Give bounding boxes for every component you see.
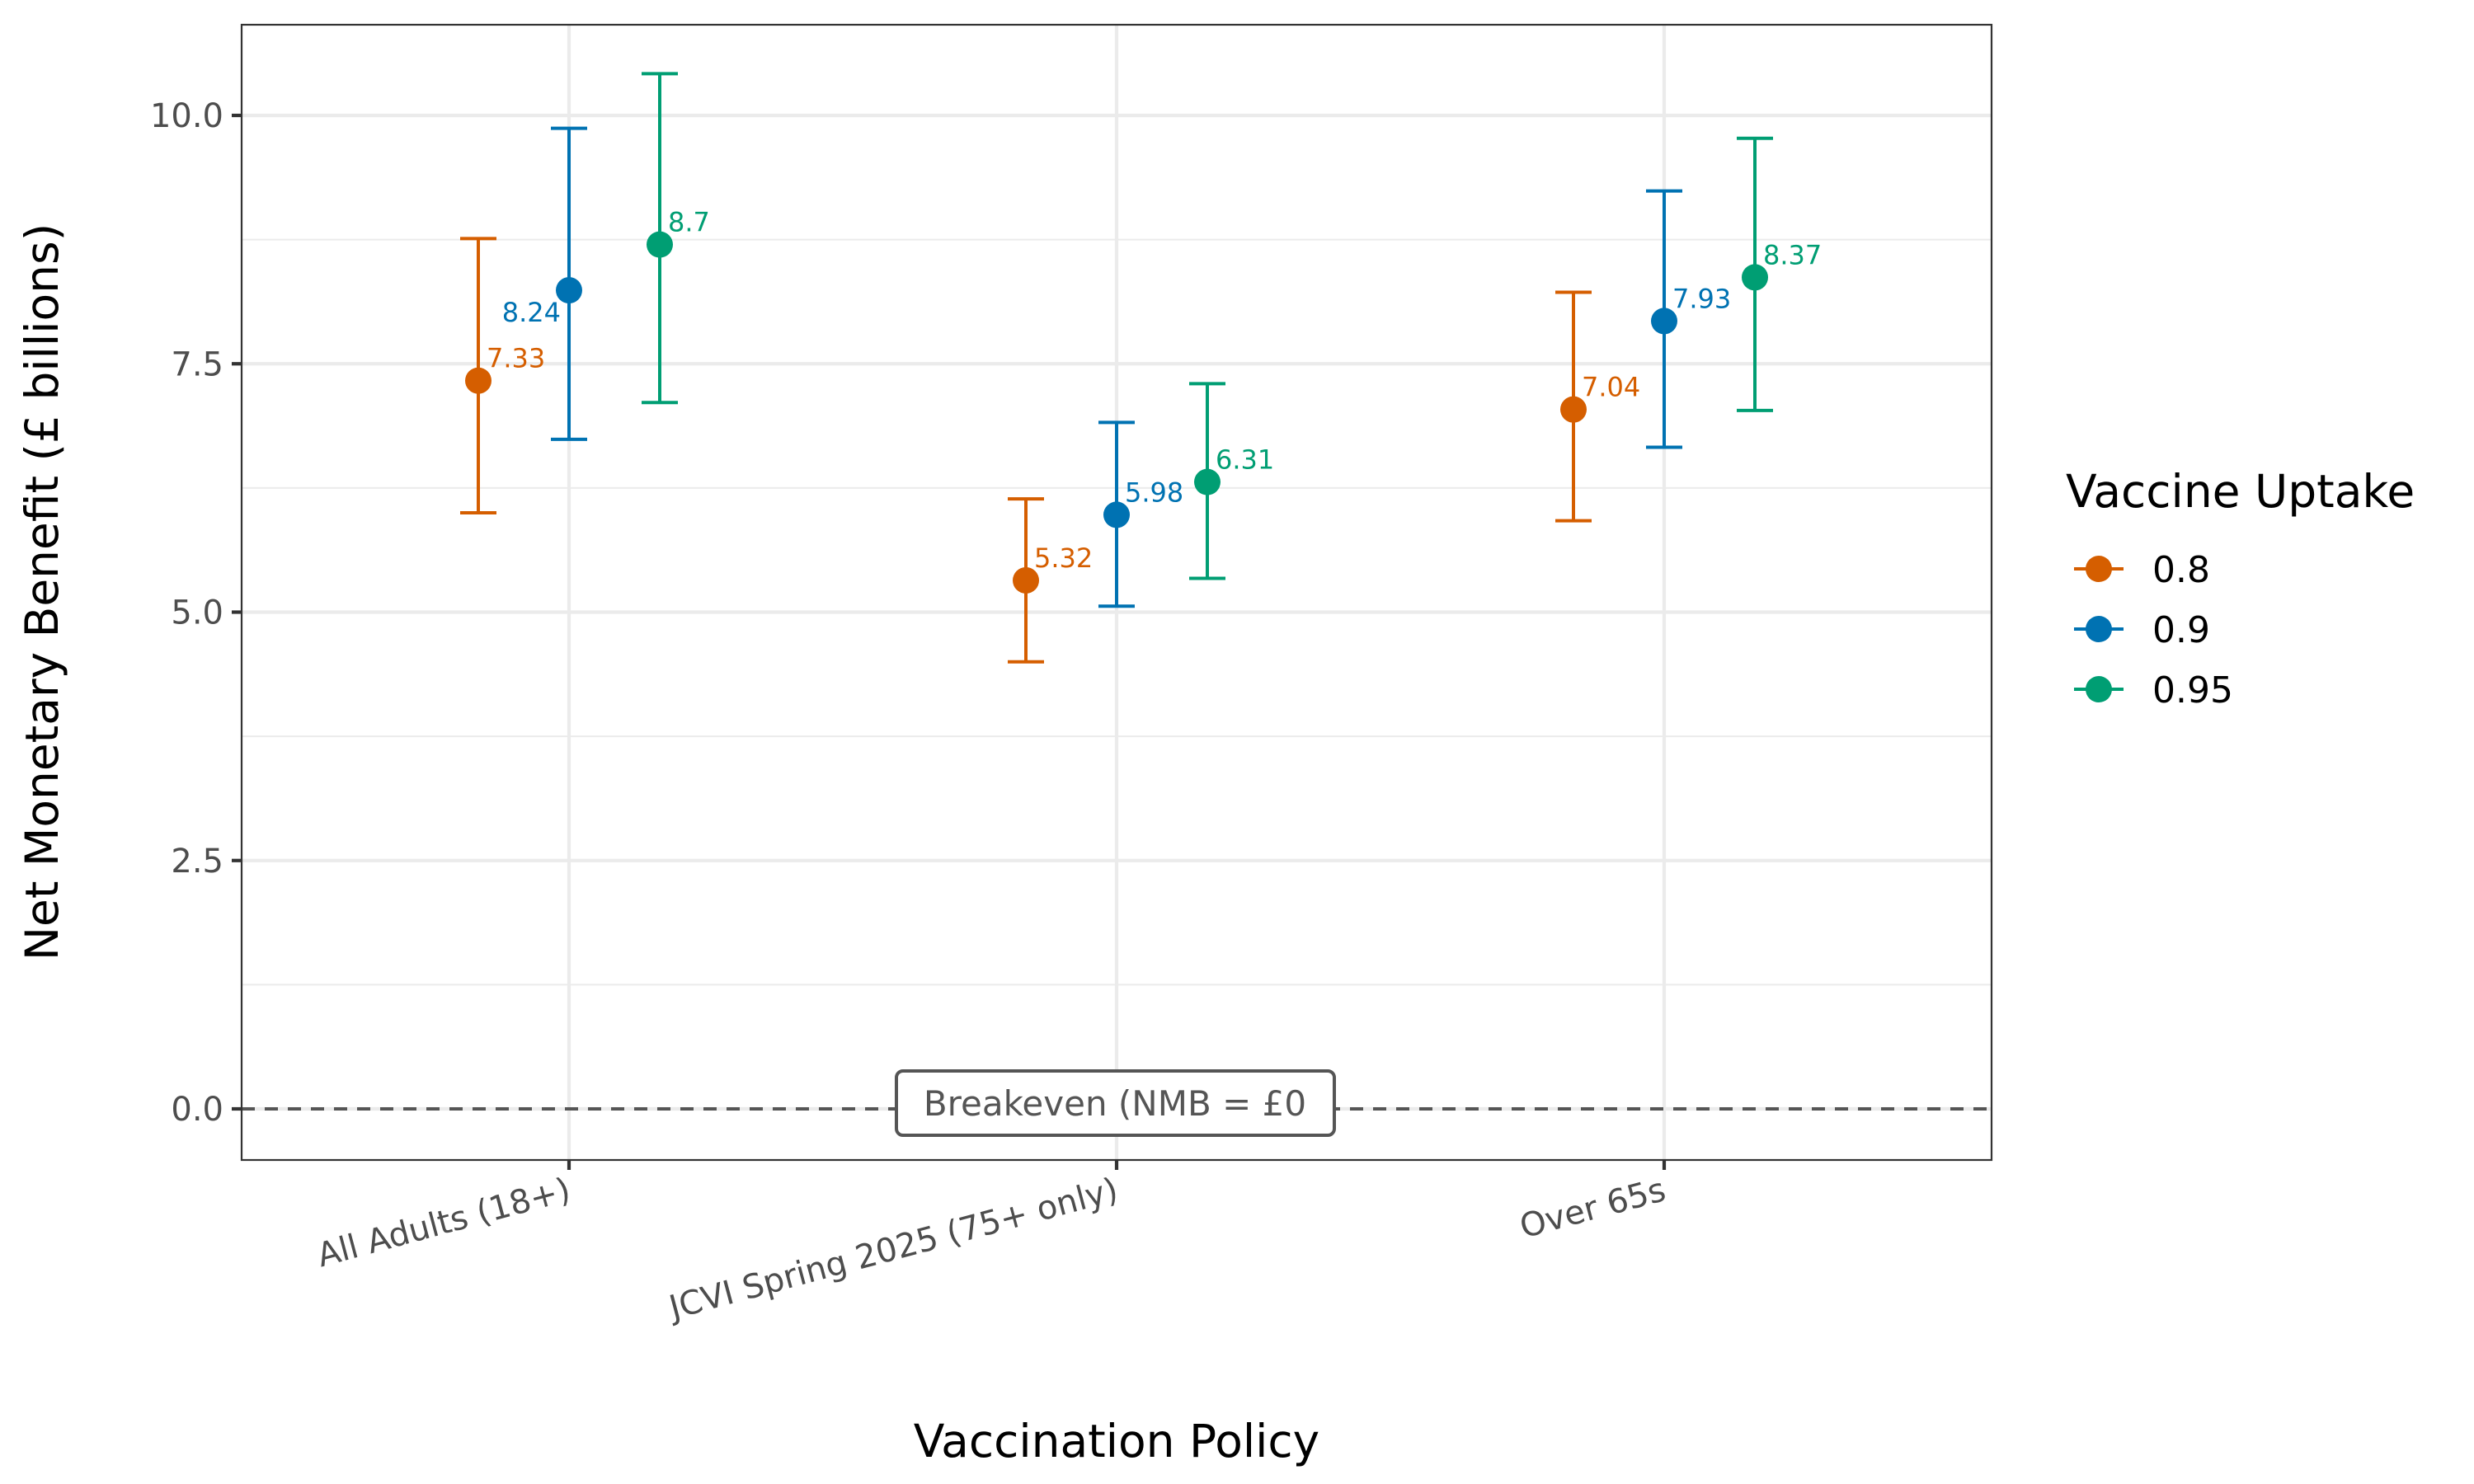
y-tick-label: 10.0 — [150, 97, 223, 135]
legend: 0.8 0.9 0.95 — [2074, 549, 2233, 711]
breakeven-reference: Breakeven (NMB = £0 — [242, 1069, 1992, 1137]
plot-panel-border — [240, 23, 1993, 1162]
data-label: 8.7 — [668, 207, 710, 238]
data-label: 7.33 — [487, 343, 545, 374]
data-label: 6.31 — [1216, 444, 1274, 476]
legend-key-point — [2086, 616, 2112, 642]
data-point — [1742, 264, 1768, 291]
data-point — [465, 367, 492, 394]
data-label: 5.98 — [1125, 477, 1183, 508]
y-tick-label: 2.5 — [171, 843, 223, 881]
legend-title: Vaccine Uptake — [2066, 465, 2415, 518]
data-label: 7.04 — [1582, 372, 1640, 403]
y-axis-title: Net Monetary Benefit (£ billions) — [16, 223, 68, 960]
data-marks: 7.33 5.32 7.04 8.24 5.98 7.93 8.7 6.31 8.37 — [460, 72, 1822, 664]
y-tick-label: 5.0 — [171, 594, 223, 632]
y-tick-label: 0.0 — [171, 1091, 223, 1129]
data-point — [1194, 468, 1221, 495]
data-label: 8.24 — [502, 297, 561, 328]
x-axis-title: Vaccination Policy — [914, 1415, 1319, 1468]
legend-label: 0.95 — [2152, 669, 2233, 711]
data-point — [1560, 396, 1587, 423]
breakeven-label: Breakeven (NMB = £0 — [924, 1083, 1306, 1124]
data-point — [1651, 308, 1677, 335]
legend-label: 0.8 — [2152, 549, 2210, 591]
data-point — [1013, 566, 1039, 594]
data-point — [1103, 501, 1130, 528]
data-label: 5.32 — [1034, 542, 1093, 574]
data-point — [556, 277, 582, 304]
data-label: 7.93 — [1672, 283, 1731, 314]
data-label: 8.37 — [1763, 239, 1822, 270]
legend-key-point — [2086, 676, 2112, 702]
y-tick-label: 7.5 — [171, 345, 223, 383]
legend-key-point — [2086, 556, 2112, 582]
breakeven-label-box — [895, 1069, 1336, 1137]
legend-label: 0.9 — [2152, 609, 2210, 651]
data-point — [647, 231, 673, 258]
